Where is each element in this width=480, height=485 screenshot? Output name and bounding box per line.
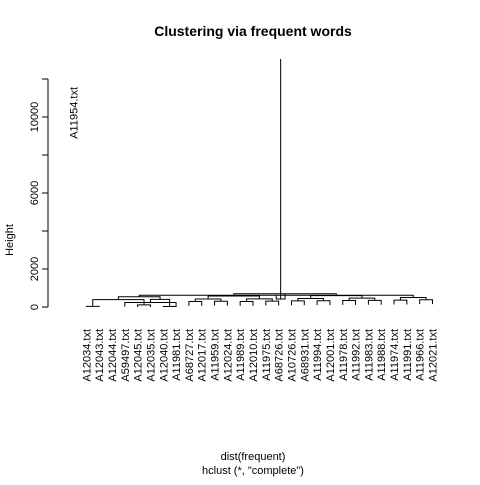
leaf-label: A11988.txt — [376, 329, 388, 381]
x-axis-label: dist(frequent) — [221, 451, 286, 463]
leaf-label: A11974.txt — [389, 329, 401, 381]
merge-link — [93, 300, 144, 307]
merge-link — [291, 301, 304, 305]
leaf-label: A11978.txt — [338, 329, 350, 381]
merge-link — [215, 301, 228, 305]
leaf-label: A59497.txt — [120, 329, 132, 382]
merge-link — [150, 299, 169, 306]
leaf-label: A11983.txt — [363, 329, 375, 381]
merge-link — [317, 301, 330, 305]
leaf-label: A12024.txt — [222, 329, 234, 382]
merge-link — [266, 301, 279, 305]
leaf-label: A11992.txt — [351, 329, 363, 381]
leaf-label: A12045.txt — [133, 329, 145, 382]
merge-link — [420, 300, 433, 304]
leaf-label: A10726.txt — [286, 329, 298, 382]
y-tick-label: 6000 — [29, 181, 41, 205]
leaf-label: A12017.txt — [197, 329, 209, 382]
merge-link — [86, 306, 99, 307]
y-tick-label: 0 — [29, 304, 41, 310]
y-axis: 0 2000 6000 10000 — [29, 79, 48, 310]
y-axis-label: Height — [4, 224, 16, 256]
merge-link — [368, 300, 381, 304]
leaf-label: A11954.txt — [69, 87, 81, 139]
merge-link — [394, 300, 407, 304]
leaf-label: A12044.txt — [107, 329, 119, 382]
leaf-label: A11975.txt — [261, 329, 273, 381]
leaf-label: A12021.txt — [428, 329, 440, 382]
leaf-label: A11966.txt — [415, 329, 427, 381]
leaf-label: A12001.txt — [325, 329, 337, 382]
dendrogram-merges — [86, 59, 432, 307]
merge-link — [343, 301, 356, 305]
leaf-label: A12034.txt — [81, 329, 93, 382]
leaf-label: A12043.txt — [94, 329, 106, 382]
leaf-label: A12010.txt — [248, 329, 260, 382]
merge-link — [189, 301, 202, 305]
chart-title: Clustering via frequent words — [154, 23, 352, 39]
leaf-label: A11981.txt — [171, 329, 183, 381]
leaf-label: A11989.txt — [235, 329, 247, 381]
leaf-label: A11994.txt — [312, 329, 324, 381]
y-tick-label: 10000 — [29, 102, 41, 133]
chart-subtitle: hclust (*, "complete") — [202, 465, 304, 477]
leaf-label: A68931.txt — [299, 329, 311, 382]
leaf-label: A12035.txt — [145, 329, 157, 382]
merge-link — [240, 301, 253, 305]
y-tick-label: 2000 — [29, 257, 41, 281]
leaf-label: A68726.txt — [274, 329, 286, 382]
leaf-label: A11991.txt — [402, 329, 414, 381]
leaf-label: A12040.txt — [158, 329, 170, 382]
leaf-label: A68727.txt — [184, 329, 196, 382]
merge-link — [138, 305, 151, 307]
leaf-label: A11959.txt — [210, 329, 222, 381]
